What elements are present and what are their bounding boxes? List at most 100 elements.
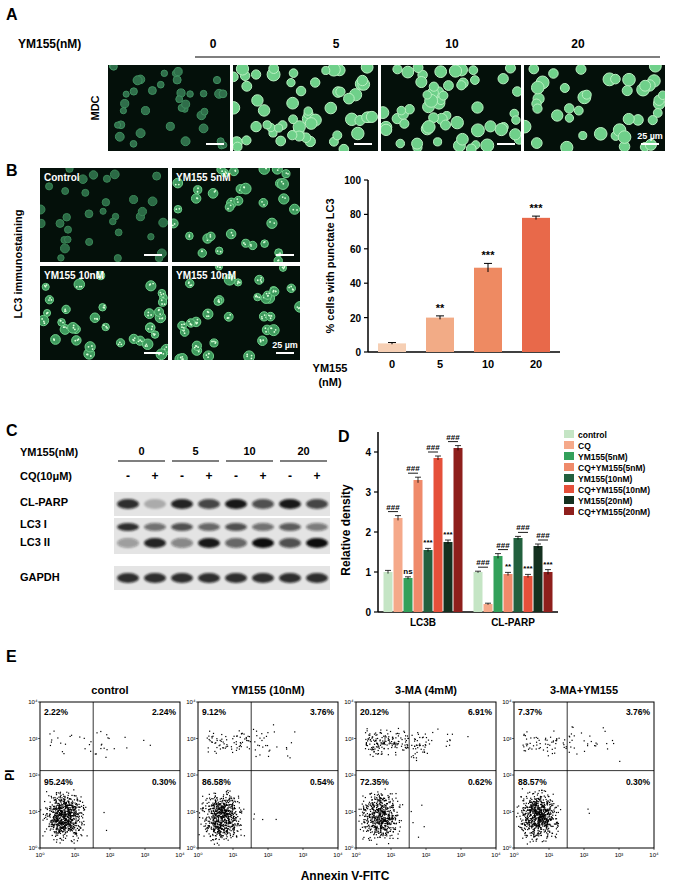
event-dot bbox=[68, 816, 69, 817]
cell bbox=[40, 219, 45, 227]
event-dot bbox=[67, 813, 68, 814]
puncta bbox=[180, 357, 182, 359]
event-dot bbox=[78, 809, 79, 810]
error-stem bbox=[418, 477, 419, 483]
error-stem bbox=[440, 316, 441, 319]
event-dot bbox=[69, 811, 70, 812]
event-dot bbox=[54, 799, 55, 800]
event-dot bbox=[68, 807, 69, 808]
event-dot bbox=[60, 829, 61, 830]
cell bbox=[176, 96, 183, 103]
bar bbox=[474, 268, 502, 352]
event-dot bbox=[68, 817, 69, 818]
event-dot bbox=[66, 792, 67, 793]
puncta bbox=[159, 318, 161, 320]
cell bbox=[444, 81, 454, 91]
event-dot bbox=[51, 797, 52, 798]
event-dot bbox=[55, 803, 56, 804]
cell bbox=[244, 351, 255, 360]
event-dot bbox=[223, 803, 224, 804]
event-dot bbox=[59, 800, 60, 801]
event-dot bbox=[52, 823, 53, 824]
event-dot bbox=[224, 804, 225, 805]
puncta bbox=[227, 208, 229, 210]
cell bbox=[258, 105, 269, 116]
event-dot bbox=[226, 828, 227, 829]
event-dot bbox=[61, 839, 62, 840]
event-dot bbox=[61, 820, 62, 821]
event-dot bbox=[143, 740, 144, 741]
event-dot bbox=[58, 799, 59, 800]
puncta bbox=[260, 340, 262, 342]
error-cap bbox=[445, 540, 451, 541]
cell bbox=[144, 309, 154, 319]
cell bbox=[560, 83, 569, 92]
event-dot bbox=[61, 827, 62, 828]
event-dot bbox=[61, 823, 62, 824]
event-dot bbox=[67, 821, 68, 822]
event-dot bbox=[276, 746, 277, 747]
cells bbox=[40, 168, 168, 262]
event-dot bbox=[51, 824, 52, 825]
event-dot bbox=[64, 823, 65, 824]
cell bbox=[498, 74, 508, 84]
puncta bbox=[181, 358, 183, 360]
cells bbox=[381, 65, 521, 151]
event-dot bbox=[211, 829, 212, 830]
event-dot bbox=[236, 736, 237, 737]
puncta bbox=[235, 170, 237, 172]
cell bbox=[393, 65, 402, 74]
x-tick-label: 10 bbox=[482, 358, 494, 370]
event-dot bbox=[68, 810, 69, 811]
puncta bbox=[96, 318, 98, 320]
quadrant-events bbox=[95, 731, 151, 758]
event-dot bbox=[62, 823, 63, 824]
event-dot bbox=[65, 818, 66, 819]
event-dot bbox=[222, 815, 223, 816]
cell bbox=[289, 69, 298, 78]
error-bar bbox=[425, 548, 431, 551]
event-dot bbox=[64, 822, 65, 823]
cell bbox=[251, 121, 261, 131]
puncta bbox=[281, 181, 283, 183]
event-dot bbox=[75, 833, 76, 834]
background bbox=[0, 0, 675, 887]
puncta bbox=[86, 354, 88, 356]
event-dot bbox=[71, 825, 72, 826]
puncta bbox=[296, 306, 298, 308]
quadrant-gate bbox=[40, 770, 180, 771]
event-dot bbox=[209, 731, 210, 732]
event-dot bbox=[56, 828, 57, 829]
significance: ### bbox=[496, 541, 510, 550]
event-dot bbox=[218, 804, 219, 805]
event-dot bbox=[72, 808, 73, 809]
event-dot bbox=[68, 805, 69, 806]
event-dot bbox=[71, 823, 72, 824]
puncta bbox=[263, 242, 265, 244]
error-cap bbox=[435, 456, 441, 457]
event-dot bbox=[62, 812, 63, 813]
error-bar bbox=[435, 456, 441, 460]
puncta bbox=[267, 295, 269, 297]
event-dot bbox=[54, 824, 55, 825]
event-dot bbox=[64, 809, 65, 810]
puncta bbox=[161, 303, 163, 305]
event-dot bbox=[241, 825, 242, 826]
event-dot bbox=[214, 814, 215, 815]
event-dot bbox=[100, 731, 101, 732]
event-dot bbox=[72, 828, 73, 829]
event-dot bbox=[234, 820, 235, 821]
event-dot bbox=[67, 820, 68, 821]
event-dot bbox=[49, 814, 50, 815]
event-dot bbox=[231, 749, 232, 750]
scale-bar bbox=[276, 352, 294, 354]
event-dot bbox=[59, 815, 60, 816]
significance: *** bbox=[443, 530, 453, 539]
event-dot bbox=[49, 810, 50, 811]
event-dot bbox=[58, 820, 59, 821]
event-dot bbox=[73, 809, 74, 810]
bar bbox=[394, 518, 403, 612]
event-dot bbox=[64, 818, 65, 819]
puncta bbox=[103, 306, 105, 308]
event-dot bbox=[76, 833, 77, 834]
